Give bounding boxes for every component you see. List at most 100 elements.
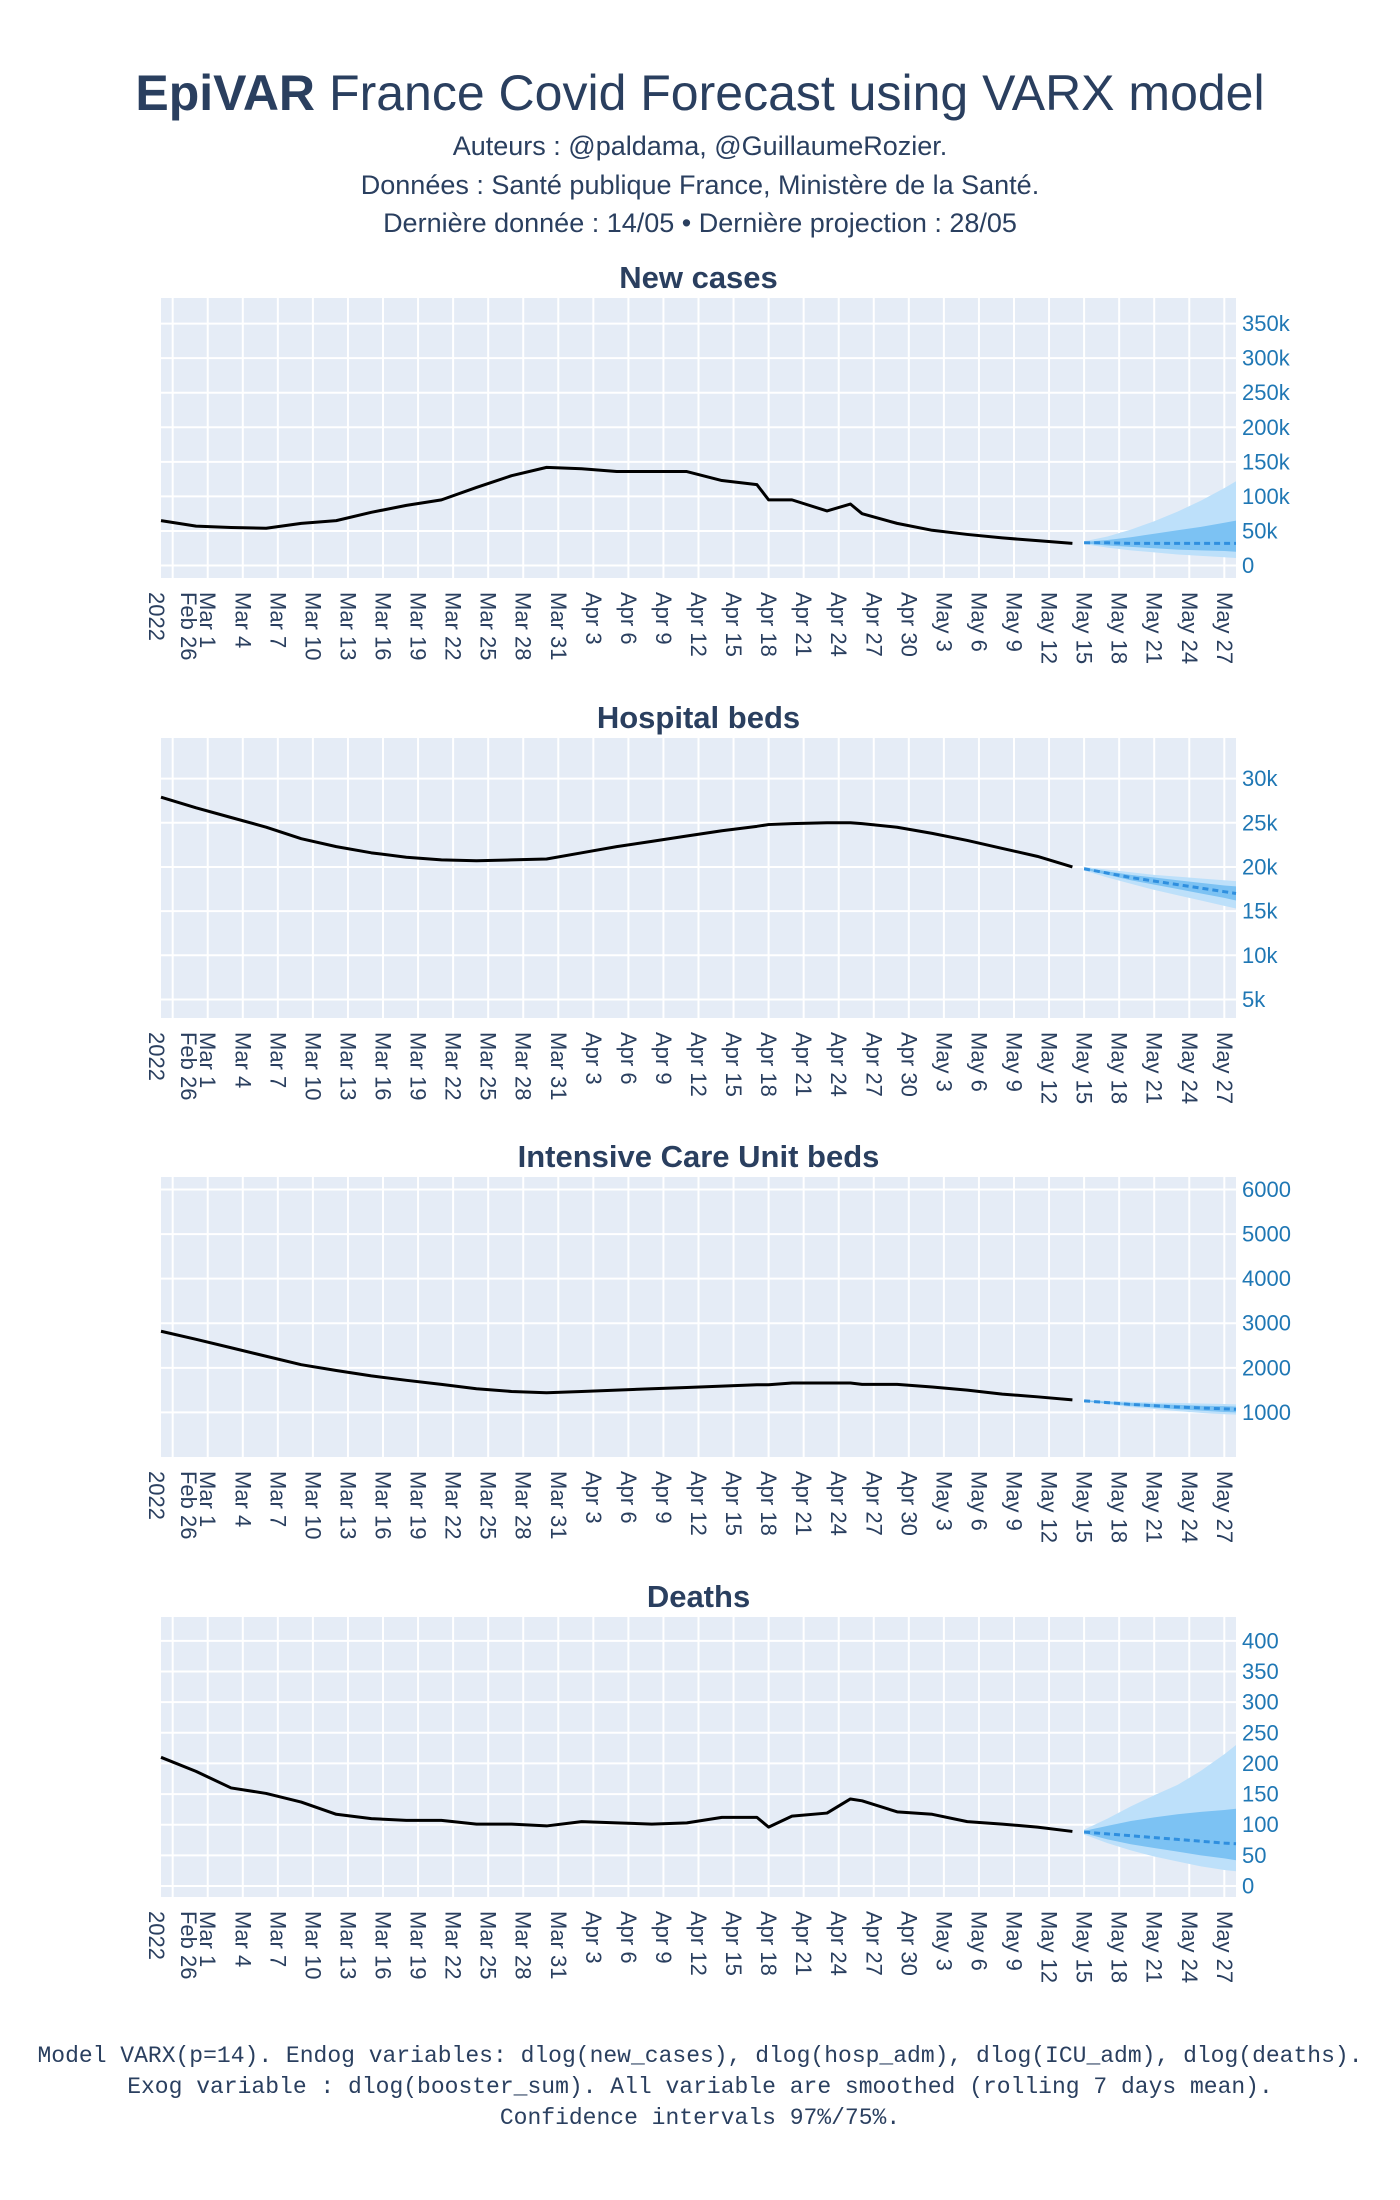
x-tick-label: May 6 [966,1471,991,1531]
panel-title: New cases [619,260,778,295]
y-tick-label: 6000 [1242,1177,1291,1202]
x-tick-label: Mar 28 [511,1032,536,1100]
x-tick-label: Mar 22 [441,592,466,660]
y-tick-label: 3000 [1242,1311,1291,1336]
x-tick-label: Apr 15 [721,1032,746,1097]
x-tick-label: Apr 6 [616,1032,641,1085]
y-tick-label: 4000 [1242,1266,1291,1291]
y-tick-label: 5000 [1242,1222,1291,1247]
x-tick-label: May 21 [1142,592,1167,664]
x-tick-label: Apr 24 [826,1032,851,1097]
y-tick-label: 0 [1242,1873,1254,1898]
x-tick-label: May 18 [1107,1032,1132,1104]
x-tick-label: Mar 31 [546,1471,571,1539]
footer-note: Confidence intervals 97%/75%. [500,2105,900,2131]
x-tick-label: May 24 [1177,1032,1202,1104]
x-tick-label: Apr 21 [791,1911,816,1976]
page-title: EpiVAR France Covid Forecast using VARX m… [135,65,1264,121]
x-tick-label: Apr 3 [581,1911,606,1964]
x-tick-label: May 18 [1107,1911,1132,1983]
forecast-line [1083,1399,1237,1411]
x-tick-label: Mar 19 [406,592,431,660]
x-tick-label: Apr 27 [861,592,886,657]
subtitle: Données : Santé publique France, Ministè… [361,170,1039,200]
x-tick-label: Apr 9 [651,1471,676,1524]
x-tick-label: Mar 10 [300,592,325,660]
confidence-band [1084,867,1236,901]
x-tick-label: Mar 1 [195,1032,220,1088]
y-tick-label: 10k [1242,943,1278,968]
x-tick-label: May 15 [1072,592,1097,664]
x-tick-label: May 27 [1212,1471,1237,1543]
y-tick-label: 100 [1242,1812,1279,1837]
x-tick-label: Apr 27 [861,1911,886,1976]
subtitle: Auteurs : @paldama, @GuillaumeRozier. [453,131,948,161]
x-tick-label: Apr 12 [686,1032,711,1097]
x-tick-label: Mar 25 [476,1911,501,1979]
footer-note: Model VARX(p=14). Endog variables: dlog(… [37,2043,1362,2069]
x-tick-label: Apr 24 [826,1471,851,1536]
x-tick-label: May 21 [1142,1471,1167,1543]
x-tick-label: May 3 [931,592,956,652]
x-tick-label: Feb 26 [176,1471,201,1540]
x-tick-label: Mar 4 [230,1471,255,1527]
x-tick-label: Mar 28 [511,1911,536,1979]
x-tick-label: Apr 27 [861,1471,886,1536]
x-tick-label: Mar 13 [335,1032,360,1100]
x-tick-label: May 3 [931,1471,956,1531]
x-tick-label: Mar 22 [441,1032,466,1100]
x-tick-label: Mar 16 [371,1032,396,1100]
history-line [160,1329,1073,1402]
x-tick-label: May 15 [1072,1911,1097,1983]
x-tick-label: May 3 [931,1032,956,1092]
x-tick-label: May 18 [1107,592,1132,664]
x-tick-label: Apr 9 [651,1032,676,1085]
x-tick-label: Apr 9 [651,592,676,645]
x-tick-label: May 27 [1212,1911,1237,1983]
x-tick-label: May 27 [1212,592,1237,664]
x-tick-label: Mar 31 [546,1032,571,1100]
x-tick-label: Apr 12 [686,1911,711,1976]
x-tick-label: Apr 21 [791,1032,816,1097]
panel-title: Intensive Care Unit beds [518,1139,880,1174]
x-tick-label: Apr 30 [896,592,921,657]
x-tick-label: Apr 15 [721,592,746,657]
x-tick-label: Mar 13 [335,1911,360,1979]
x-tick-label: Apr 27 [861,1032,886,1097]
panel-title: Hospital beds [597,700,800,735]
x-tick-label: Mar 28 [511,592,536,660]
panel-title: Deaths [647,1579,750,1614]
confidence-band [1084,1400,1236,1413]
y-tick-label: 400 [1242,1628,1279,1653]
x-tick-label: Mar 13 [335,1471,360,1539]
y-tick-label: 0 [1242,553,1254,578]
x-tick-label: Feb 26 [176,1032,201,1101]
y-tick-label: 350k [1242,311,1291,336]
x-tick-label: Apr 30 [896,1911,921,1976]
x-tick-label: May 24 [1177,592,1202,664]
x-tick-label: Apr 15 [721,1471,746,1536]
y-tick-label: 100k [1242,484,1291,509]
x-tick-label: Mar 1 [195,1471,220,1527]
x-tick-label: May 15 [1072,1471,1097,1543]
history-line [160,465,1073,545]
x-tick-label: Mar 16 [371,1471,396,1539]
x-tick-label: Apr 12 [686,592,711,657]
x-tick-label: Mar 22 [441,1471,466,1539]
x-tick-label: May 12 [1037,1471,1062,1543]
title-text: France Covid Forecast using VARX model [329,65,1265,121]
x-tick-label: May 27 [1212,1032,1237,1104]
y-tick-label: 50 [1242,1843,1266,1868]
x-tick-label: Mar 19 [406,1032,431,1100]
x-tick-label: May 24 [1177,1471,1202,1543]
y-tick-label: 250 [1242,1720,1279,1745]
x-tick-label: Mar 31 [546,592,571,660]
history-line [160,1755,1073,1833]
y-tick-label: 5k [1242,987,1266,1012]
x-tick-label: Mar 25 [476,1471,501,1539]
x-tick-label: May 18 [1107,1471,1132,1543]
x-tick-label: Mar 10 [300,1471,325,1539]
y-tick-label: 15k [1242,899,1278,924]
x-tick-label: Mar 4 [230,1911,255,1967]
